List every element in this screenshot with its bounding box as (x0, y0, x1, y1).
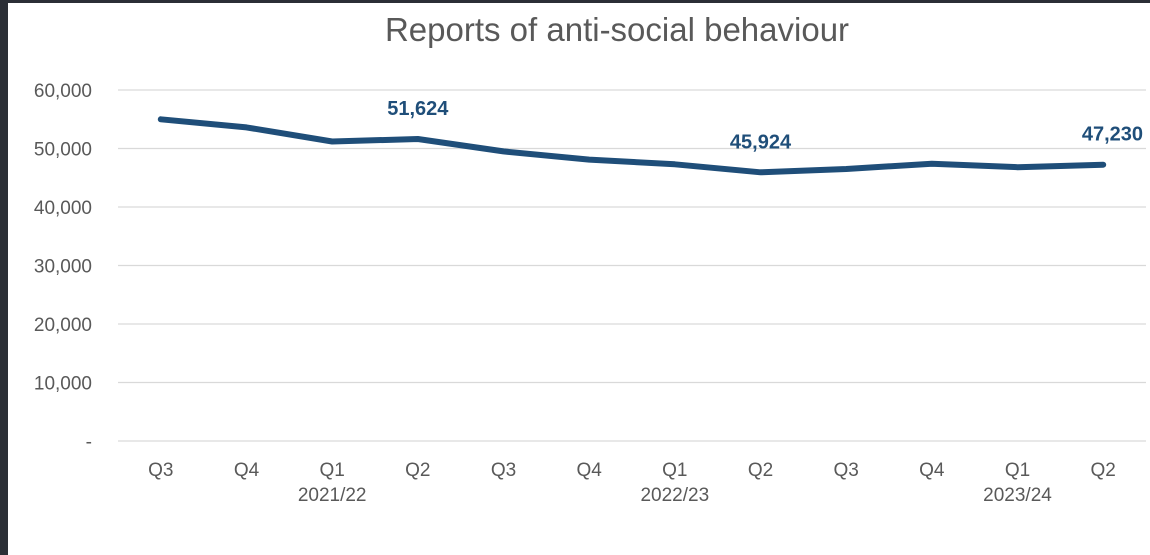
x-year-label: 2021/22 (298, 485, 367, 506)
y-tick-label: 60,000 (34, 81, 92, 102)
x-tick-label: Q4 (576, 460, 602, 481)
y-tick-label: 50,000 (34, 140, 92, 161)
data-labels: 51,624 45,924 47,230 (387, 98, 1143, 153)
x-tick-label: Q1 (319, 460, 344, 481)
y-tick-label: 30,000 (34, 257, 92, 278)
data-label: 47,230 (1082, 124, 1143, 146)
x-tick-label: Q1 (662, 460, 687, 481)
x-tick-label: Q4 (234, 460, 260, 481)
chart-title: Reports of anti-social behaviour (385, 11, 849, 48)
x-year-label: 2023/24 (983, 485, 1052, 506)
x-tick-label: Q4 (919, 460, 945, 481)
series-line (157, 116, 1107, 176)
gridlines (118, 89, 1146, 442)
x-tick-label: Q1 (1005, 460, 1030, 481)
x-tick-label: Q2 (1090, 460, 1115, 481)
x-tick-label: Q3 (491, 460, 516, 481)
data-label: 51,624 (387, 98, 449, 120)
x-tick-label: Q2 (748, 460, 773, 481)
y-tick-label: - (86, 432, 92, 453)
series-layer (157, 116, 1107, 176)
y-tick-label: 10,000 (34, 374, 92, 395)
y-axis-ticks: - 10,000 20,000 30,000 40,000 50,000 60,000 (34, 81, 92, 453)
y-tick-label: 40,000 (34, 198, 92, 219)
x-tick-label: Q3 (148, 460, 173, 481)
y-tick-label: 20,000 (34, 315, 92, 336)
x-tick-label: Q3 (833, 460, 858, 481)
x-axis-ticks: Q3 Q4 Q1 Q2 Q3 Q4 Q1 Q2 Q3 Q4 Q1 Q2 2021/22 2022/23 20… (148, 460, 1116, 506)
x-tick-label: Q2 (405, 460, 430, 481)
data-label: 45,924 (730, 131, 792, 153)
x-year-label: 2022/23 (640, 485, 709, 506)
